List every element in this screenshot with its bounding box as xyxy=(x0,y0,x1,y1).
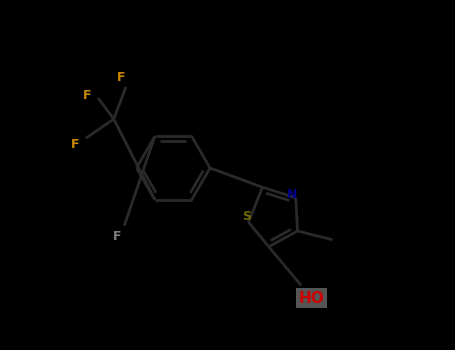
Text: F: F xyxy=(82,89,91,102)
Text: F: F xyxy=(116,71,125,84)
Text: S: S xyxy=(242,210,251,224)
Text: F: F xyxy=(113,230,121,243)
Text: F: F xyxy=(71,138,80,151)
Text: N: N xyxy=(287,188,298,201)
Text: HO: HO xyxy=(298,291,324,306)
